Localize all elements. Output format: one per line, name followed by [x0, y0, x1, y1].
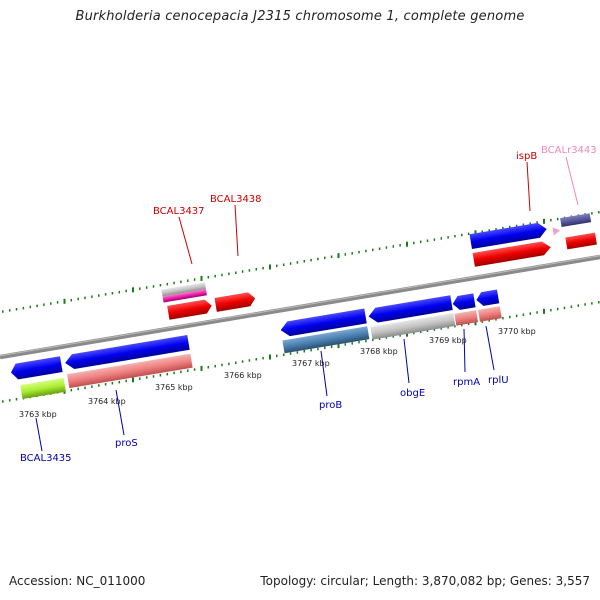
scale-label: 3764 kbp — [88, 397, 126, 406]
leader-line — [565, 156, 579, 206]
scale-labels: 3763 kbp 3764 kbp 3765 kbp 3766 kbp 3767… — [19, 327, 536, 419]
feature-bcal3435-gene[interactable] — [10, 356, 63, 380]
feature-offscreen-purple[interactable] — [560, 213, 592, 228]
genome-summary-text: Topology: circular; Length: 3,870,082 bp… — [260, 574, 590, 588]
scale-label: 3767 kbp — [292, 359, 330, 368]
scale-label: 3763 kbp — [19, 410, 57, 419]
feature-ispb-gene[interactable] — [469, 222, 547, 250]
gene-label-ispb[interactable]: ispB — [516, 151, 537, 162]
leader-line — [526, 161, 531, 212]
accession-text: Accession: NC_011000 — [9, 574, 146, 588]
scale-label: 3768 kbp — [360, 347, 398, 356]
leader-line — [115, 389, 125, 436]
reverse-gene-labels: BCAL3435 proS proB obgE rpmA rplU — [20, 325, 509, 464]
feature-rpma-cds[interactable] — [454, 310, 479, 326]
leader-line — [403, 338, 410, 384]
gene-label-pros[interactable]: proS — [115, 438, 138, 449]
genome-backbone — [0, 254, 600, 360]
scale-label: 3770 kbp — [498, 327, 536, 336]
scale-label: 3765 kbp — [155, 383, 193, 392]
genome-backbone-highlight — [0, 255, 600, 357]
feature-offscreen-red[interactable] — [565, 232, 597, 250]
gene-label-bcal3437[interactable]: BCAL3437 — [153, 206, 205, 217]
gene-label-obge[interactable]: obgE — [400, 388, 425, 399]
gene-label-bcal3438[interactable]: BCAL3438 — [210, 194, 262, 205]
gene-label-rpma[interactable]: rpmA — [453, 377, 480, 388]
scale-label: 3769 kbp — [429, 336, 467, 345]
leader-line — [178, 216, 193, 265]
feature-bcalr3443-rna[interactable] — [552, 226, 561, 236]
forward-gene-labels: BCAL3437 BCAL3438 ispB BCALr3443 — [153, 145, 597, 265]
feature-rplu-cds[interactable] — [478, 306, 502, 322]
leader-line — [234, 204, 239, 257]
feature-pros-cds[interactable] — [67, 353, 193, 389]
feature-bcal3438-cds[interactable] — [214, 291, 257, 312]
feature-pros-gene[interactable] — [64, 335, 190, 370]
scale-label: 3766 kbp — [224, 371, 262, 380]
gene-label-prob[interactable]: proB — [319, 400, 342, 411]
feature-prob-cds[interactable] — [282, 326, 370, 354]
feature-bcal3437-cds[interactable] — [167, 299, 213, 320]
gene-label-rplu[interactable]: rplU — [488, 375, 509, 386]
map-title: Burkholderia cenocepacia J2315 chromosom… — [75, 9, 525, 24]
feature-obge-gene[interactable] — [367, 295, 453, 324]
forward-features — [161, 213, 597, 320]
leader-line — [35, 417, 43, 452]
gene-label-bcalr3443[interactable]: BCALr3443 — [541, 145, 597, 156]
leader-line — [320, 350, 328, 397]
feature-prob-gene[interactable] — [279, 308, 367, 338]
feature-bcal3437-grey[interactable] — [161, 282, 206, 297]
feature-rpma-gene[interactable] — [452, 293, 476, 310]
reverse-features — [10, 289, 502, 399]
feature-bcal3437-trna[interactable] — [162, 289, 207, 303]
feature-bcal3435-cds[interactable] — [20, 377, 66, 399]
leader-line — [485, 325, 495, 371]
feature-obge-cds[interactable] — [370, 312, 456, 340]
leader-line — [463, 328, 466, 373]
feature-rplu-gene[interactable] — [475, 289, 500, 306]
gene-label-bcal3435[interactable]: BCAL3435 — [20, 453, 72, 464]
feature-ispb-cds[interactable] — [472, 240, 552, 267]
